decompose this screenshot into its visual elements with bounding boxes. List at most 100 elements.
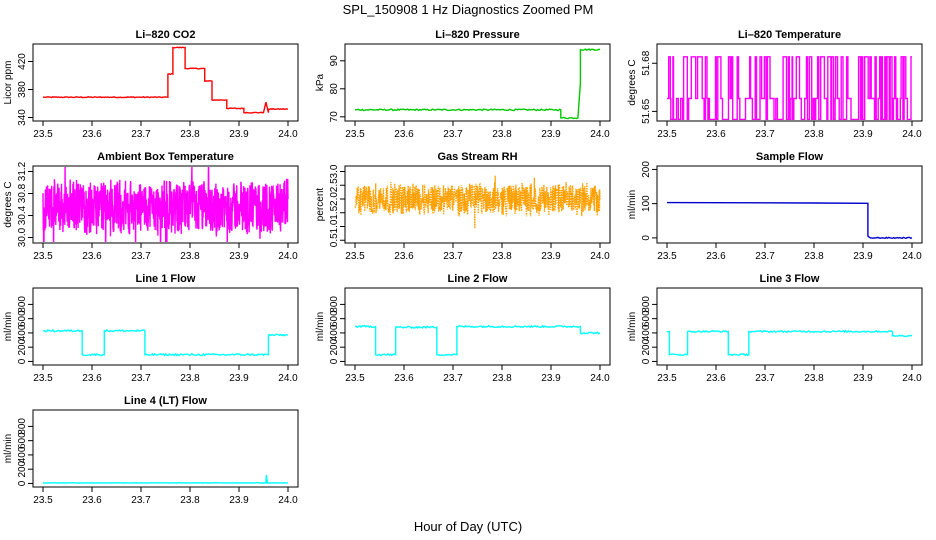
- series-line-line1: [42, 329, 289, 357]
- x-tick-label: 24.0: [902, 373, 922, 384]
- x-tick-label: 23.5: [657, 251, 677, 262]
- y-tick-label: 90: [329, 55, 340, 67]
- series-line-line3: [666, 329, 913, 357]
- x-tick-label: 23.7: [443, 251, 463, 262]
- panel-line4: Line 4 (LT) Flow 23.5 23.6 23.7 23.8 23.9 24.0…: [3, 395, 299, 506]
- x-tick-label: 23.9: [541, 129, 561, 140]
- x-tick-label: 24.0: [278, 129, 298, 140]
- x-tick-label: 23.5: [33, 373, 53, 384]
- x-tick-label: 23.6: [706, 129, 726, 140]
- y-tick-label: 1.5: [329, 205, 340, 219]
- x-tick-label: 23.7: [755, 129, 775, 140]
- y-tick-label: 70: [329, 111, 340, 123]
- x-tick-label: 23.5: [33, 129, 53, 140]
- plot-frame: [32, 287, 299, 366]
- y-tick-label: 400: [17, 324, 28, 341]
- panel-pressure: Li–820 Pressure 23.5 23.6 23.7 23.8 23.9 24.0 7…: [315, 29, 611, 140]
- panel-title: Line 1 Flow: [136, 273, 196, 285]
- y-tick-label: 0: [329, 358, 340, 364]
- y-axis-label: degrees C: [627, 59, 638, 105]
- x-tick-label: 23.5: [33, 251, 53, 262]
- y-tick-label: 600: [17, 310, 28, 327]
- y-tick-label: 600: [17, 432, 28, 449]
- x-tick-label: 23.8: [804, 251, 824, 262]
- y-tick-label: 800: [17, 418, 28, 435]
- series-line-sample_flow: [666, 201, 913, 240]
- y-tick-label: 340: [17, 109, 28, 126]
- panel-line3: Line 3 Flow 23.5 23.6 23.7 23.8 23.9 24.0 0 2004…: [627, 273, 923, 384]
- y-tick-label: 380: [17, 81, 28, 98]
- panel-title: Ambient Box Temperature: [97, 151, 234, 163]
- x-tick-label: 23.5: [345, 129, 365, 140]
- x-tick-label: 23.8: [492, 251, 512, 262]
- y-tick-label: 200: [641, 161, 652, 178]
- plot-frame: [656, 165, 923, 244]
- x-tick-label: 24.0: [590, 129, 610, 140]
- x-tick-label: 23.7: [443, 373, 463, 384]
- x-tick-label: 23.6: [82, 495, 102, 506]
- x-tick-label: 23.8: [492, 373, 512, 384]
- x-tick-label: 23.8: [492, 129, 512, 140]
- x-tick-label: 23.7: [131, 251, 151, 262]
- y-axis-label: ml/min: [627, 312, 638, 341]
- figure-x-axis-label: Hour of Day (UTC): [414, 519, 522, 534]
- y-axis-label: percent: [315, 188, 326, 222]
- panel-sample_flow: Sample Flow 23.5 23.6 23.7 23.8 23.9 24.0 0 100 2…: [627, 151, 923, 262]
- x-tick-label: 23.6: [394, 373, 414, 384]
- y-tick-label: 600: [329, 310, 340, 327]
- x-tick-label: 23.8: [804, 129, 824, 140]
- panel-co2: Li–820 CO2 23.5 23.6 23.7 23.8 23.9 24.0 340 380…: [3, 29, 299, 140]
- plot-frame: [656, 287, 923, 366]
- x-tick-label: 24.0: [590, 251, 610, 262]
- x-tick-label: 23.9: [229, 373, 249, 384]
- x-tick-label: 23.7: [131, 129, 151, 140]
- x-tick-label: 23.9: [229, 251, 249, 262]
- y-tick-label: 400: [641, 324, 652, 341]
- x-tick-label: 23.8: [180, 495, 200, 506]
- x-tick-label: 23.5: [345, 251, 365, 262]
- plot-frame: [344, 287, 611, 366]
- y-tick-label: 100: [641, 195, 652, 212]
- plot-frame: [32, 165, 299, 244]
- series-line-line2: [354, 324, 601, 357]
- y-tick-label: 800: [329, 296, 340, 313]
- panel-rh: Gas Stream RH 23.5 23.6 23.7 23.8 23.9 24.0 0.5…: [315, 151, 611, 262]
- series-line-licor_temp: [667, 56, 912, 120]
- x-tick-label: 23.6: [706, 373, 726, 384]
- panel-title: Li–820 Temperature: [738, 29, 841, 41]
- y-tick-label: 2.5: [329, 178, 340, 192]
- x-tick-label: 23.7: [443, 129, 463, 140]
- y-tick-label: 0: [641, 358, 652, 364]
- x-tick-label: 23.6: [706, 251, 726, 262]
- y-tick-label: 420: [17, 53, 28, 70]
- y-tick-label: 800: [641, 296, 652, 313]
- panel-title: Line 2 Flow: [448, 273, 508, 285]
- panel-title: Line 3 Flow: [760, 273, 820, 285]
- panel-box_temp: Ambient Box Temperature 23.5 23.6 23.7 23.8 2…: [3, 151, 299, 262]
- x-tick-label: 23.5: [345, 373, 365, 384]
- x-tick-label: 23.6: [82, 251, 102, 262]
- series-line-box_temp: [42, 167, 289, 242]
- y-axis-label: kPa: [315, 73, 326, 91]
- plot-frame: [344, 165, 611, 244]
- x-tick-label: 24.0: [590, 373, 610, 384]
- y-tick-label: 51.65: [641, 98, 652, 123]
- x-tick-label: 23.8: [180, 373, 200, 384]
- y-tick-label: 2.0: [329, 192, 340, 206]
- y-tick-label: 30.8: [17, 183, 28, 203]
- y-tick-label: 200: [329, 338, 340, 355]
- series-line-pressure: [355, 48, 601, 120]
- y-tick-label: 51.68: [641, 50, 652, 75]
- panels-group: Li–820 CO2 23.5 23.6 23.7 23.8 23.9 24.0 340 380…: [3, 29, 923, 506]
- y-tick-label: 30.4: [17, 205, 28, 225]
- x-tick-label: 24.0: [278, 373, 298, 384]
- x-tick-label: 23.9: [541, 373, 561, 384]
- panel-title: Line 4 (LT) Flow: [124, 395, 207, 407]
- x-tick-label: 23.5: [657, 129, 677, 140]
- figure-title: SPL_150908 1 Hz Diagnostics Zoomed PM: [343, 2, 594, 17]
- y-tick-label: 200: [641, 338, 652, 355]
- y-tick-label: 30.0: [17, 227, 28, 247]
- x-tick-label: 24.0: [278, 495, 298, 506]
- x-tick-label: 24.0: [902, 129, 922, 140]
